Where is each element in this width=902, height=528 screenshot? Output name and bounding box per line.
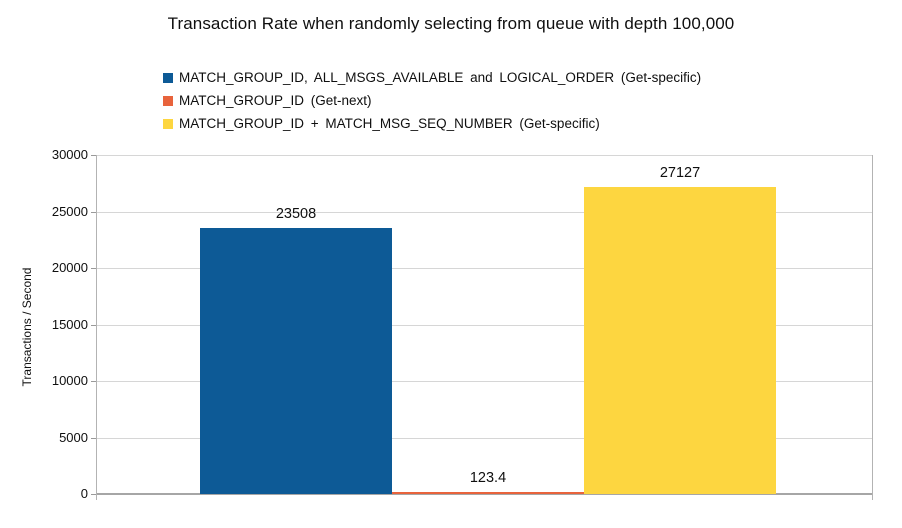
y-tick (91, 494, 96, 495)
legend-swatch (163, 118, 173, 129)
y-tick (91, 381, 96, 382)
y-tick-label: 20000 (51, 260, 88, 275)
y-tick-label: 0 (80, 486, 88, 501)
y-tick (91, 155, 96, 156)
y-tick-label: 10000 (51, 373, 88, 388)
bar-series-1 (392, 492, 584, 494)
gridline (96, 268, 873, 269)
gridline (96, 324, 873, 326)
y-tick-label: 30000 (51, 147, 88, 162)
chart-title: Transaction Rate when randomly selecting… (167, 14, 735, 33)
baseline (96, 493, 873, 495)
legend-label: MATCH_GROUP_ID (Get-next) (179, 93, 372, 108)
legend: MATCH_GROUP_ID, ALL_MSGS_AVAILABLE and L… (163, 66, 701, 135)
y-tick-label: 25000 (51, 203, 88, 219)
y-tick (91, 324, 96, 326)
y-tick-label: 5000 (59, 429, 88, 445)
y-tick-label: 15000 (51, 316, 88, 332)
legend-swatch (163, 72, 173, 83)
bar-series-0 (200, 228, 392, 494)
y-tick (91, 268, 96, 269)
gridline (96, 437, 873, 439)
bar-value-label: 23508 (275, 206, 317, 222)
y-axis-line (96, 155, 97, 500)
y-tick (91, 437, 96, 439)
bar-value-label: 27127 (659, 165, 701, 181)
bar-series-2 (584, 187, 776, 494)
legend-swatch (163, 95, 173, 106)
legend-item-2: MATCH_GROUP_ID + MATCH_MSG_SEQ_NUMBER (G… (163, 112, 701, 135)
gridline (96, 381, 873, 382)
legend-label: MATCH_GROUP_ID, ALL_MSGS_AVAILABLE and L… (179, 70, 702, 85)
plot-right-border (872, 155, 873, 500)
legend-label: MATCH_GROUP_ID + MATCH_MSG_SEQ_NUMBER (G… (179, 116, 600, 131)
gridline (96, 155, 873, 156)
gridline (96, 211, 873, 213)
bar-value-label: 123.4 (469, 470, 507, 486)
y-tick (91, 211, 96, 213)
legend-item-1: MATCH_GROUP_ID (Get-next) (163, 89, 701, 112)
legend-item-0: MATCH_GROUP_ID, ALL_MSGS_AVAILABLE and L… (163, 66, 701, 89)
